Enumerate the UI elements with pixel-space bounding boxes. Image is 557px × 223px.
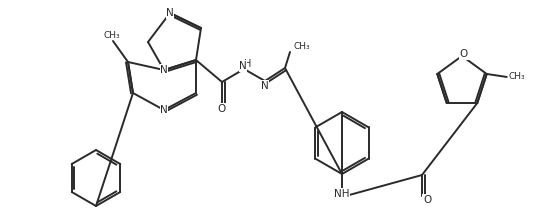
Text: N: N bbox=[166, 8, 174, 18]
Text: O: O bbox=[423, 195, 431, 205]
Text: H: H bbox=[245, 59, 252, 69]
Text: CH₃: CH₃ bbox=[104, 31, 120, 40]
Text: N: N bbox=[160, 105, 168, 115]
Text: O: O bbox=[460, 49, 468, 59]
Text: N: N bbox=[261, 81, 269, 91]
Text: N: N bbox=[239, 61, 247, 71]
Text: O: O bbox=[218, 104, 226, 114]
Text: CH₃: CH₃ bbox=[509, 72, 525, 81]
Text: CH₃: CH₃ bbox=[293, 42, 310, 51]
Text: N: N bbox=[160, 65, 168, 75]
Text: NH: NH bbox=[334, 189, 350, 199]
